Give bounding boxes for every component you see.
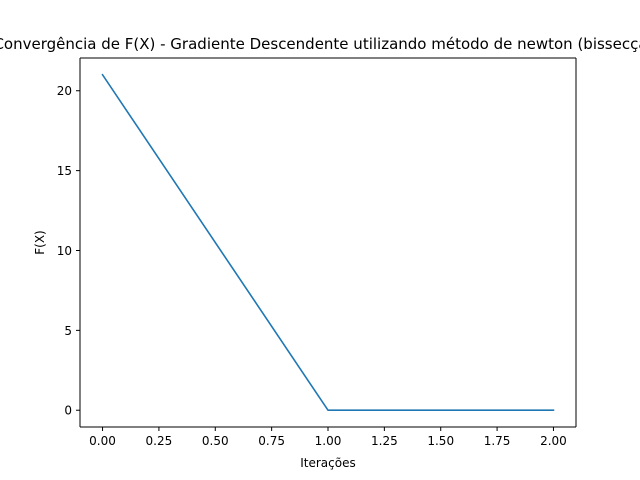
y-axis-label: F(X) <box>33 230 47 255</box>
y-tick-label: 20 <box>57 84 72 98</box>
x-axis-label: Iterações <box>300 456 356 470</box>
series-line-0 <box>101 73 555 412</box>
x-tick-label: 1.75 <box>484 434 511 448</box>
x-tick-label: 0.50 <box>202 434 229 448</box>
series-layer <box>101 73 555 412</box>
y-tick-label: 0 <box>64 404 72 418</box>
x-tick-label: 0.75 <box>258 434 285 448</box>
y-tick-label: 10 <box>57 244 72 258</box>
y-tick-label: 5 <box>64 324 72 338</box>
x-tick-label: 1.50 <box>427 434 454 448</box>
x-tick-label: 0.00 <box>89 434 116 448</box>
axes-frame <box>79 57 577 428</box>
x-tick-label: 1.25 <box>371 434 398 448</box>
chart-title: Convergência de F(X) - Gradiente Descend… <box>0 35 640 53</box>
plot-area <box>80 58 576 427</box>
x-tick-label: 2.00 <box>540 434 567 448</box>
x-tick-label: 0.25 <box>146 434 173 448</box>
x-axis-ticks: 0.00 0.25 0.50 0.75 1.00 1.25 1.50 1.75 2.00 <box>89 427 567 448</box>
y-axis-ticks: 0 5 10 15 20 <box>57 84 80 418</box>
y-tick-label: 15 <box>57 164 72 178</box>
x-tick-label: 1.00 <box>315 434 342 448</box>
